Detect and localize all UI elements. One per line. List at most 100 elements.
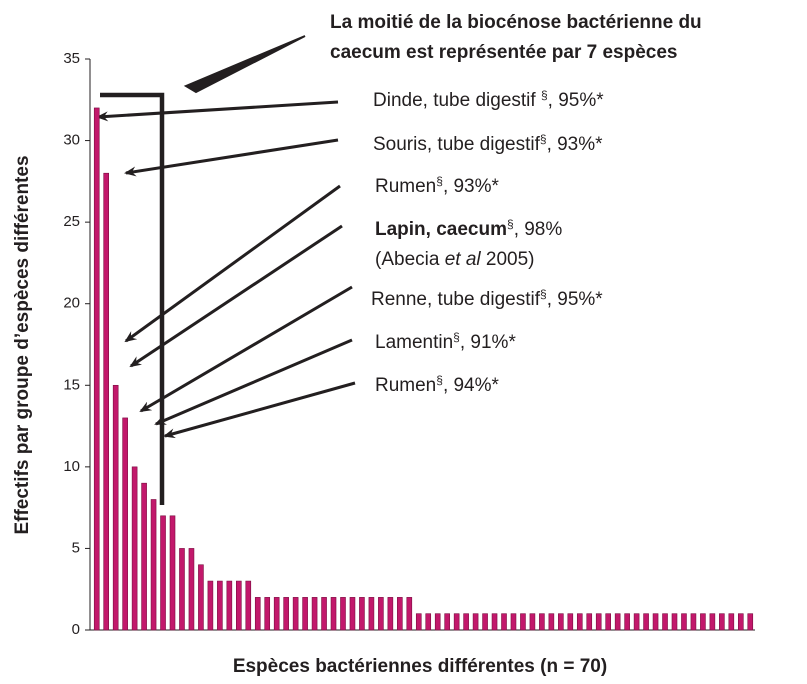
y-tick-label: 0	[72, 621, 80, 638]
bar	[188, 548, 195, 631]
bar	[236, 580, 242, 631]
bar	[340, 597, 346, 631]
bar	[719, 613, 725, 631]
annotation-part: §	[436, 174, 443, 188]
y-tick-label: 20	[63, 295, 80, 312]
y-axis-label: Effectifs par groupe d’espèces différent…	[12, 155, 33, 534]
annotation-part: §	[541, 88, 548, 102]
bar	[690, 613, 697, 631]
annotation: Souris, tube digestif§, 93%*	[373, 132, 603, 155]
bar	[131, 466, 138, 631]
arrow	[129, 224, 343, 368]
bar	[245, 580, 252, 631]
arrow	[154, 338, 353, 426]
arrow	[163, 381, 356, 439]
bar	[472, 613, 479, 631]
bar	[122, 417, 128, 631]
bar	[548, 613, 555, 631]
bar	[558, 613, 564, 631]
arrow	[124, 184, 341, 343]
bar	[747, 613, 754, 631]
bar	[624, 613, 630, 631]
bar	[397, 597, 403, 631]
bar	[160, 515, 166, 631]
bar	[93, 107, 100, 631]
bar	[652, 613, 659, 631]
bar	[643, 613, 649, 631]
bar	[737, 613, 744, 631]
bar	[453, 613, 460, 631]
annotation: Rumen§, 93%*	[375, 174, 500, 197]
bar	[662, 613, 668, 631]
bar	[605, 613, 611, 631]
bar	[378, 597, 384, 631]
bar	[359, 597, 365, 631]
bar	[520, 613, 526, 631]
bar	[198, 564, 204, 631]
bar	[292, 597, 299, 631]
bar	[491, 613, 498, 631]
annotation: Dinde, tube digestif §, 95%*	[373, 88, 604, 111]
annotation-part: Rumen	[375, 176, 436, 197]
bracket	[100, 92, 165, 505]
y-tick-label: 25	[63, 213, 80, 230]
arrow	[96, 100, 339, 122]
bar	[633, 613, 640, 631]
annotation-part: , 95%*	[547, 289, 604, 310]
bar	[586, 613, 593, 631]
bar	[681, 613, 687, 631]
title-line: caecum est représentée par 7 espèces	[330, 42, 678, 63]
bar	[311, 597, 318, 631]
bar	[728, 613, 735, 631]
bar	[425, 613, 432, 631]
bar	[510, 613, 517, 631]
annotation-part: 2005)	[481, 249, 535, 270]
bar	[567, 613, 574, 631]
bar	[387, 597, 394, 631]
bar	[141, 482, 147, 631]
bar	[349, 597, 356, 631]
bar	[112, 384, 119, 631]
bar	[614, 613, 621, 631]
bar	[444, 613, 450, 631]
annotation-part: (Abecia	[375, 249, 445, 270]
bar	[226, 580, 233, 631]
annotation: Renne, tube digestif§, 95%*	[371, 287, 603, 310]
bar	[368, 597, 375, 631]
callouts	[96, 35, 356, 505]
bar	[406, 597, 413, 631]
y-tick-label: 30	[63, 132, 80, 149]
bar	[283, 597, 289, 631]
bar	[103, 172, 110, 631]
annotation: Lamentin§, 91%*	[375, 330, 516, 353]
bar	[321, 597, 327, 631]
annotation-part: Lapin, caecum	[375, 219, 507, 240]
annotation: (Abecia et al 2005)	[375, 249, 535, 270]
annotation-part: §	[507, 217, 514, 231]
annotation-part: §	[540, 287, 547, 301]
bar	[302, 597, 308, 631]
bar	[179, 548, 185, 631]
arrow	[124, 138, 339, 177]
annotation-part: §	[540, 132, 547, 146]
bar	[207, 580, 214, 631]
y-tick-label: 15	[63, 376, 80, 393]
annotation-part: , 91%*	[460, 332, 517, 353]
annotation-part: §	[436, 373, 443, 387]
bar	[700, 613, 706, 631]
bar	[529, 613, 536, 631]
bar	[576, 613, 583, 631]
annotation: Lapin, caecum§, 98%	[375, 217, 562, 240]
bar	[709, 613, 716, 631]
bar	[539, 613, 545, 631]
bar	[169, 515, 176, 631]
bar	[273, 597, 280, 631]
y-tick-label: 5	[72, 539, 80, 556]
bar	[330, 597, 337, 631]
bar	[254, 597, 261, 631]
bar	[482, 613, 488, 631]
annotation-part: , 98%	[514, 219, 563, 240]
annotation-part: , 93%*	[443, 176, 500, 197]
bar	[671, 613, 678, 631]
